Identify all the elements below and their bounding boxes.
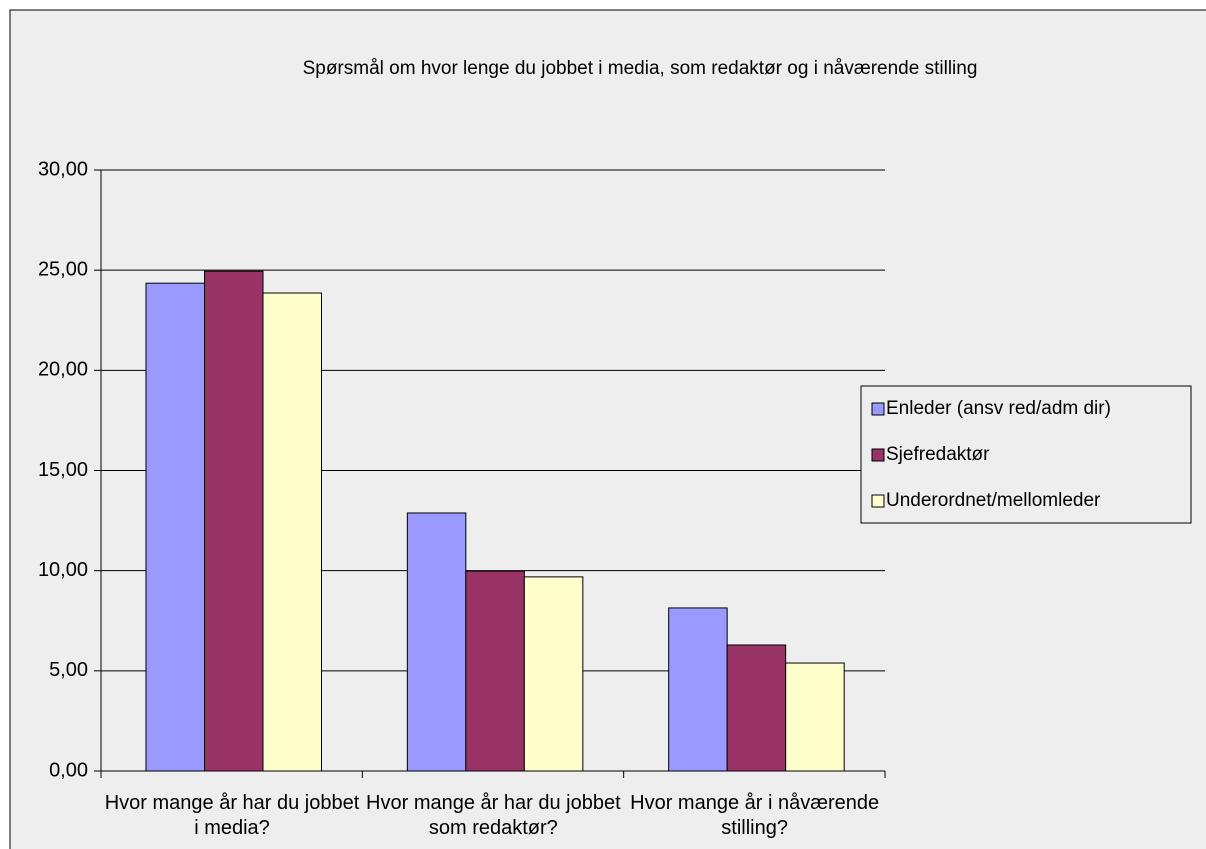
y-tick-label: 30,00: [38, 158, 88, 180]
x-tick-label: Hvor mange år har du jobbet i media?: [104, 792, 360, 839]
legend-label: Sjefredaktør: [886, 444, 990, 465]
legend-swatch: [871, 494, 885, 508]
y-tick-label: 10,00: [38, 559, 88, 581]
y-tick-label: 15,00: [38, 459, 88, 481]
x-tick-label: Hvor mange år i nåværende stilling?: [630, 792, 880, 839]
bar: [262, 292, 322, 772]
bar: [726, 644, 787, 772]
y-tick-label: 0,00: [49, 759, 88, 781]
bar: [785, 662, 845, 772]
bar: [668, 607, 728, 772]
bar: [204, 270, 264, 772]
legend-label: Enleder (ansv red/adm dir): [886, 398, 1111, 419]
legend-swatch: [871, 448, 885, 462]
x-tick-label: Hvor mange år har du jobbet som redaktør…: [366, 792, 621, 839]
chart-title: Spørsmål om hvor lenge du jobbet i media…: [303, 58, 978, 79]
legend-box: [860, 385, 1192, 524]
bar: [523, 576, 584, 772]
y-tick-label: 5,00: [49, 659, 88, 681]
y-tick-label: 25,00: [38, 258, 88, 280]
y-tick-label: 20,00: [38, 359, 88, 381]
bar: [406, 512, 467, 772]
legend-swatch: [871, 402, 885, 416]
bar: [145, 282, 205, 772]
legend-label: Underordnet/mellomleder: [886, 490, 1101, 511]
bar: [465, 570, 525, 772]
